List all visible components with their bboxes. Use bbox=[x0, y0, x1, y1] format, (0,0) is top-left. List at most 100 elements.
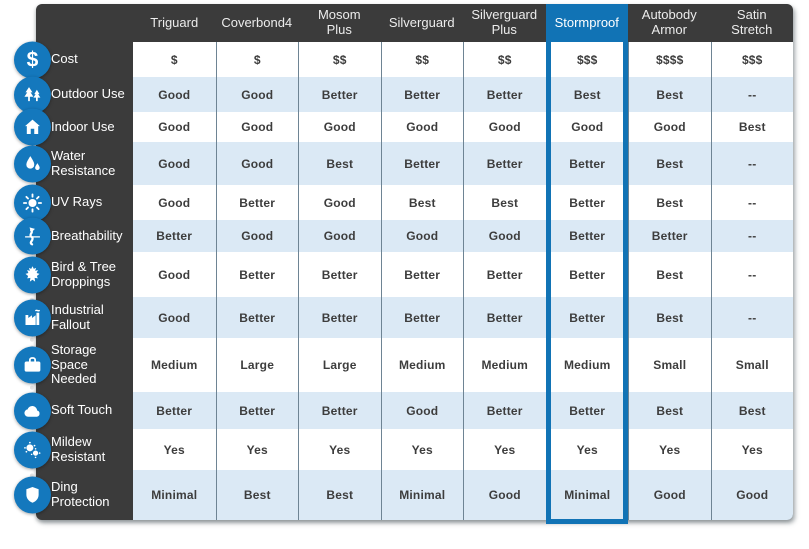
trees-icon bbox=[14, 76, 51, 113]
table-cell: Best bbox=[710, 392, 793, 429]
table-cell: Good bbox=[215, 142, 298, 185]
table-cell: Medium bbox=[380, 338, 463, 392]
table-cell: -- bbox=[710, 220, 793, 252]
table-cell: Best bbox=[298, 470, 381, 520]
table-cell: Small bbox=[628, 338, 711, 392]
table-cell: -- bbox=[710, 77, 793, 112]
house-icon bbox=[14, 108, 51, 146]
table-cell: $$$$ bbox=[628, 42, 711, 77]
row-label-text: Cost bbox=[51, 51, 78, 67]
row-label-text: Outdoor Use bbox=[51, 86, 125, 102]
table-cell: Best bbox=[628, 252, 711, 297]
row-label-cost: $ Cost bbox=[14, 41, 133, 78]
table-cell: Good bbox=[545, 112, 628, 142]
table-cell: Best bbox=[710, 112, 793, 142]
row-label-indoor-use: Indoor Use bbox=[14, 108, 133, 146]
table-cell: Better bbox=[545, 392, 628, 429]
column-header-silverguard[interactable]: Silverguard bbox=[388, 14, 455, 30]
airflow-icon bbox=[14, 217, 51, 255]
dollar-icon: $ bbox=[14, 41, 51, 78]
table-cell: -- bbox=[710, 297, 793, 338]
cloud-icon bbox=[14, 392, 51, 429]
maple-leaf-icon bbox=[14, 256, 51, 293]
table-cell: Large bbox=[298, 338, 381, 392]
table-cell: Good bbox=[298, 112, 381, 142]
table-cell: Medium bbox=[133, 338, 216, 392]
table-cell: Best bbox=[628, 392, 711, 429]
row-label-text: Breathability bbox=[51, 227, 123, 243]
table-cell: Better bbox=[298, 392, 381, 429]
column-header-stormproof[interactable]: Stormproof bbox=[545, 4, 628, 42]
row-label-water-resistance: Water Resistance bbox=[14, 142, 133, 185]
table-cell: Better bbox=[215, 297, 298, 338]
column-header-coverbond4[interactable]: Coverbond4 bbox=[221, 14, 293, 30]
table-cell: Better bbox=[298, 297, 381, 338]
table-cell: Better bbox=[463, 297, 546, 338]
table-cell: Medium bbox=[463, 338, 546, 392]
table-cell: Good bbox=[710, 470, 793, 520]
row-label-text: Soft Touch bbox=[51, 402, 113, 418]
table-cell: Best bbox=[298, 142, 381, 185]
table-cell: Good bbox=[215, 112, 298, 142]
table-cell: Better bbox=[380, 252, 463, 297]
table-cell: Good bbox=[380, 392, 463, 429]
column-header-triguard[interactable]: Triguard bbox=[150, 14, 199, 30]
table-cell: Better bbox=[628, 220, 711, 252]
row-label-text: UV Rays bbox=[51, 194, 103, 210]
factory-icon bbox=[14, 299, 51, 336]
row-label-text: Mildew Resistant bbox=[51, 433, 106, 464]
table-cell: Yes bbox=[545, 429, 628, 470]
table-cell: $$$ bbox=[545, 42, 628, 77]
column-header-silverguard-plus[interactable]: Silverguard Plus bbox=[471, 7, 538, 37]
table-cell: -- bbox=[710, 185, 793, 220]
row-label-text: Industrial Fallout bbox=[51, 301, 104, 332]
table-cell: Better bbox=[215, 392, 298, 429]
table-cell: Better bbox=[215, 185, 298, 220]
row-label-breathability: Breathability bbox=[14, 217, 133, 255]
row-label-storage-space-needed: Storage Space Needed bbox=[14, 338, 133, 392]
table-cell: Best bbox=[463, 185, 546, 220]
table-cell: $$ bbox=[463, 42, 546, 77]
table-cell: Better bbox=[133, 392, 216, 429]
row-label-mildew-resistant: Mildew Resistant bbox=[14, 429, 133, 470]
table-cell: Good bbox=[298, 220, 381, 252]
column-header-autobody-armor[interactable]: Autobody Armor bbox=[641, 7, 697, 37]
row-label-text: Water Resistance bbox=[51, 147, 116, 178]
table-cell: -- bbox=[710, 252, 793, 297]
table-cell: Good bbox=[133, 77, 216, 112]
table-cell: Good bbox=[628, 470, 711, 520]
water-drops-icon bbox=[14, 145, 51, 182]
row-label-text: Bird & Tree Droppings bbox=[51, 258, 117, 289]
row-label-uv-rays: UV Rays bbox=[14, 184, 133, 221]
table-cell: $ bbox=[133, 42, 216, 77]
table-cell: Better bbox=[545, 185, 628, 220]
table-cell: Better bbox=[463, 252, 546, 297]
sun-icon bbox=[14, 184, 51, 221]
table-cell: Good bbox=[133, 185, 216, 220]
table-cell: Better bbox=[463, 392, 546, 429]
row-label-text: Indoor Use bbox=[51, 118, 115, 134]
table-cell: Better bbox=[545, 297, 628, 338]
table-cell: Good bbox=[133, 252, 216, 297]
table-cell: $$ bbox=[298, 42, 381, 77]
table-cell: Better bbox=[298, 77, 381, 112]
table-corner bbox=[36, 4, 133, 42]
row-label-bird-tree-droppings: Bird & Tree Droppings bbox=[14, 252, 133, 297]
row-label-industrial-fallout: Industrial Fallout bbox=[14, 297, 133, 338]
table-cell: Good bbox=[463, 470, 546, 520]
table-cell: Better bbox=[380, 297, 463, 338]
table-cell: Yes bbox=[133, 429, 216, 470]
table-cell: Better bbox=[133, 220, 216, 252]
table-cell: Minimal bbox=[545, 470, 628, 520]
table-cell: Large bbox=[215, 338, 298, 392]
table-cell: Better bbox=[463, 142, 546, 185]
table-cell: Better bbox=[545, 220, 628, 252]
table-cell: Better bbox=[298, 252, 381, 297]
table-cell: Better bbox=[215, 252, 298, 297]
column-header-satin-stretch[interactable]: Satin Stretch bbox=[731, 7, 773, 37]
column-header-mosom-plus[interactable]: Mosom Plus bbox=[317, 7, 361, 37]
briefcase-icon bbox=[14, 346, 51, 384]
table-cell: Best bbox=[215, 470, 298, 520]
table-cell: Best bbox=[628, 297, 711, 338]
